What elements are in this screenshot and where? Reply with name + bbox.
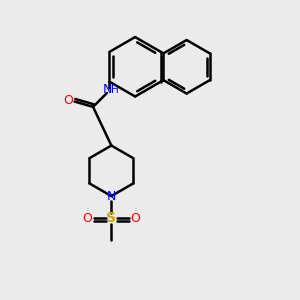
Text: S: S xyxy=(106,212,116,225)
Text: O: O xyxy=(82,212,92,225)
Text: O: O xyxy=(64,94,74,106)
Text: O: O xyxy=(130,212,140,225)
Text: H: H xyxy=(111,85,118,95)
Text: N: N xyxy=(107,190,116,202)
Text: N: N xyxy=(102,83,112,97)
